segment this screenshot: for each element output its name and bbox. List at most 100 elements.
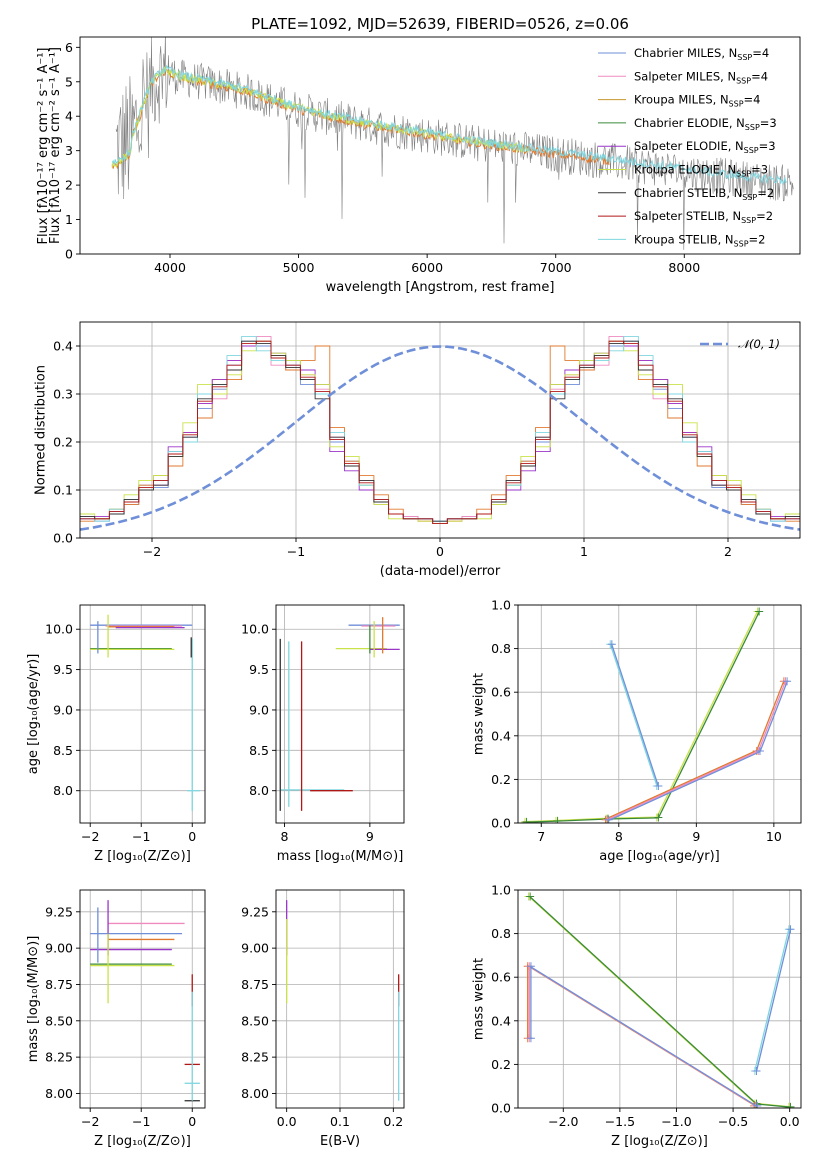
x-tick-label: 8000 [668, 260, 700, 275]
y-tick-label: 8.75 [241, 977, 269, 992]
x-tick-label: 10 [766, 829, 782, 844]
legend-entry: Kroupa STELIB, NSSP=2 [634, 232, 765, 248]
x-axis-label: Z [log₁₀(Z/Z⊙)] [94, 1134, 191, 1149]
x-axis-label: mass [log₁₀(M/M⊙)] [277, 849, 404, 864]
model-elodie [111, 66, 530, 168]
weight-marker [786, 1102, 795, 1108]
y-tick-label: 9.25 [241, 904, 269, 919]
y-tick-label: 5 [65, 74, 73, 89]
weight-line-miles [530, 965, 758, 1108]
mass_vs_Z-plot-area [90, 900, 200, 1102]
x-tick-label: 0.0 [780, 1114, 800, 1129]
y-tick-label: 0.4 [491, 728, 511, 743]
y-tick-label: 1.0 [491, 883, 511, 898]
y-tick-label: 8.5 [53, 743, 73, 758]
y-tick-label: 0.6 [491, 685, 511, 700]
weight-line-stelib [755, 929, 792, 1072]
legend-entry: Salpeter MILES, NSSP=4 [634, 69, 768, 85]
age_vs_Z-frame [79, 604, 206, 824]
weight_vs_age-grid [518, 604, 801, 824]
residuals-panel: −2 −1 0 1 2 0.0 0.1 0.2 0.3 0.4 (data-model)/error… [33, 321, 801, 579]
y-tick-label: 8.50 [45, 1013, 73, 1028]
y-tick-label: 8.0 [249, 783, 269, 798]
y-tick-label: 0.4 [491, 1013, 511, 1028]
x-tick-label: −1 [287, 544, 305, 559]
y-tick-label: 8.75 [45, 977, 73, 992]
y-tick-label: 9.5 [53, 662, 73, 677]
legend-entry: Chabrier ELODIE, NSSP=3 [634, 116, 777, 132]
x-axis-label: age [log₁₀(age/yr)] [599, 849, 720, 864]
mass_vs_EBV-plot-area [286, 900, 400, 1101]
y-tick-label: 0.2 [491, 772, 511, 787]
y-axis-label: age [log₁₀(age/yr)] [26, 654, 41, 775]
x-tick-label: 0 [188, 1114, 196, 1129]
age_vs_Z-plot-area [90, 614, 200, 811]
y-axis-label: Normed distribution [33, 365, 48, 495]
weight-line-elodie [524, 610, 759, 823]
weight-marker [786, 925, 795, 934]
weight_vs_age-panel: 7 8 9 10 0.0 0.2 0.4 0.6 0.8 1.0 age [log₁₀(age/yr… [471, 598, 802, 864]
weight-line-stelib [754, 928, 790, 1071]
y-tick-label: 0.6 [491, 970, 511, 985]
weight_vs_Z-plot-area [523, 892, 795, 1108]
y-tick-label: 1.0 [491, 598, 511, 613]
weight-marker [755, 607, 764, 616]
y-tick-label: 4 [65, 109, 73, 124]
x-tick-label: 9 [366, 829, 374, 844]
gaussian-curve [80, 345, 800, 531]
y-tick-label: 1 [65, 212, 73, 227]
y-tick-label: 9.00 [241, 941, 269, 956]
y-tick-label: 0.0 [491, 816, 511, 831]
figure-title: PLATE=1092, MJD=52639, FIBERID=0526, z=0… [251, 15, 629, 33]
legend-entry: Kroupa ELODIE, NSSP=3 [634, 163, 768, 179]
y-tick-label: 0.3 [53, 387, 73, 402]
weight_vs_age-plot-area [520, 607, 792, 823]
y-tick-label: 9.0 [53, 702, 73, 717]
y-axis-label: Flux [fλ10⁻¹⁷ erg cm⁻² s⁻¹ A⁻¹] [48, 47, 63, 244]
age_vs_mass-frame [275, 604, 405, 824]
age_vs_mass-plot-area [279, 617, 400, 811]
x-tick-label: 7 [537, 829, 545, 844]
x-tick-label: −2 [81, 1114, 99, 1129]
weight_vs_age-frame [517, 604, 802, 824]
spectrum-panel: 4000 5000 6000 7000 8000 0 1 2 3 4 5 6 wavelength [A… [36, 36, 801, 295]
y-tick-label: 10.0 [45, 622, 73, 637]
y-tick-label: 0.8 [491, 926, 511, 941]
y-tick-label: 0.2 [53, 435, 73, 450]
y-axis-label: mass [log₁₀(M/M⊙)] [26, 936, 41, 1063]
weight-marker [753, 1101, 762, 1108]
weight-marker [553, 816, 562, 823]
x-tick-label: 0 [188, 829, 196, 844]
residuals-plot-area [80, 335, 800, 531]
x-tick-label: 0.0 [277, 1114, 297, 1129]
x-axis-label: (data-model)/error [380, 564, 501, 579]
weight-marker [526, 962, 535, 971]
y-tick-label: 9.00 [45, 941, 73, 956]
x-tick-label: 0.2 [383, 1114, 403, 1129]
x-tick-label: 0 [436, 544, 444, 559]
x-tick-label: 5000 [283, 260, 315, 275]
x-tick-label: −2 [81, 829, 99, 844]
weight-line-stelib [609, 643, 658, 786]
age_vs_mass-panel: 8 9 8.0 8.5 9.0 9.5 10.0 mass [log₁₀(M/M⊙)] [241, 604, 405, 864]
mass_vs_Z-frame [79, 889, 206, 1109]
y-tick-label: 8.00 [241, 1086, 269, 1101]
residuals-grid [80, 322, 800, 539]
legend-entry: Kroupa MILES, NSSP=4 [634, 93, 760, 109]
y-tick-label: 9.0 [249, 702, 269, 717]
x-tick-label: −1.0 [661, 1114, 691, 1129]
x-tick-label: −1 [132, 1114, 150, 1129]
age_vs_Z-panel: −2 −1 0 8.0 8.5 9.0 9.5 10.0 Z [log₁₀(Z/Z⊙)] age … [26, 604, 206, 864]
y-tick-label: 0.0 [53, 531, 73, 546]
weight-marker [522, 817, 531, 823]
weight-marker [526, 892, 535, 901]
weight-marker [755, 747, 764, 756]
weight-line-elodie [529, 896, 791, 1108]
x-tick-label: 7000 [540, 260, 572, 275]
y-tick-label: 2 [65, 178, 73, 193]
histogram-series [80, 340, 800, 525]
legend-entry: 𝒩(0, 1) [738, 337, 780, 351]
x-tick-label: 2 [724, 544, 732, 559]
y-tick-label: 8.0 [53, 783, 73, 798]
